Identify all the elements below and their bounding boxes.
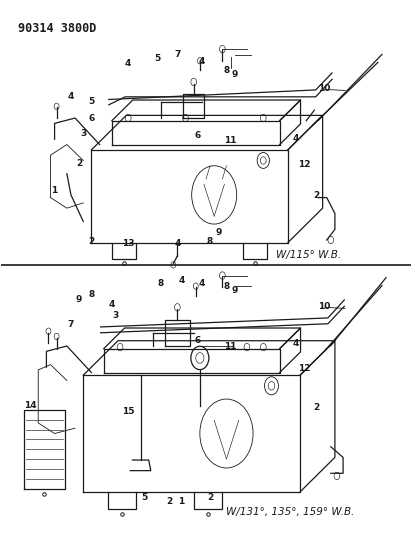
Text: 10: 10 (318, 302, 331, 311)
Text: 3: 3 (80, 130, 87, 139)
Text: 13: 13 (122, 239, 134, 248)
Text: 4: 4 (68, 92, 74, 101)
Text: 2: 2 (76, 159, 82, 167)
Text: 6: 6 (195, 131, 201, 140)
Text: 8: 8 (88, 290, 94, 299)
Text: 6: 6 (195, 336, 201, 345)
Text: 12: 12 (298, 160, 311, 168)
Text: 7: 7 (68, 320, 74, 329)
Text: 15: 15 (122, 407, 134, 416)
Text: 4: 4 (178, 276, 185, 285)
Text: 8: 8 (223, 66, 229, 75)
Text: 2: 2 (207, 492, 213, 502)
Text: 4: 4 (109, 300, 115, 309)
Text: 2: 2 (314, 191, 320, 200)
Text: 1: 1 (52, 185, 58, 195)
Text: 14: 14 (24, 401, 36, 410)
Text: 4: 4 (199, 57, 205, 66)
Text: 5: 5 (141, 492, 148, 502)
Text: W/115° W.B.: W/115° W.B. (276, 250, 341, 260)
Text: 2: 2 (314, 403, 320, 412)
Text: 5: 5 (154, 54, 160, 62)
Text: 8: 8 (223, 282, 229, 291)
Text: 12: 12 (298, 365, 311, 373)
Text: 9: 9 (215, 228, 222, 237)
Text: 3: 3 (113, 311, 119, 320)
Text: 4: 4 (293, 339, 299, 348)
Text: 90314 3800D: 90314 3800D (18, 21, 96, 35)
Text: 6: 6 (88, 114, 94, 123)
Text: 9: 9 (232, 286, 238, 295)
Text: 8: 8 (158, 279, 164, 288)
Text: 7: 7 (174, 50, 180, 59)
Text: W/131°, 135°, 159° W.B.: W/131°, 135°, 159° W.B. (227, 507, 355, 517)
Text: 1: 1 (178, 497, 185, 506)
Text: 8: 8 (207, 237, 213, 246)
Text: 11: 11 (224, 342, 237, 351)
Text: 4: 4 (125, 59, 131, 68)
Text: 5: 5 (88, 96, 94, 106)
Text: 2: 2 (166, 497, 172, 506)
Text: 11: 11 (224, 136, 237, 145)
Text: 9: 9 (76, 295, 82, 304)
Text: 10: 10 (318, 84, 331, 93)
Text: 2: 2 (88, 237, 94, 246)
Text: 4: 4 (174, 239, 180, 248)
Text: 4: 4 (199, 279, 205, 288)
Text: 4: 4 (293, 134, 299, 143)
Text: 9: 9 (232, 70, 238, 79)
